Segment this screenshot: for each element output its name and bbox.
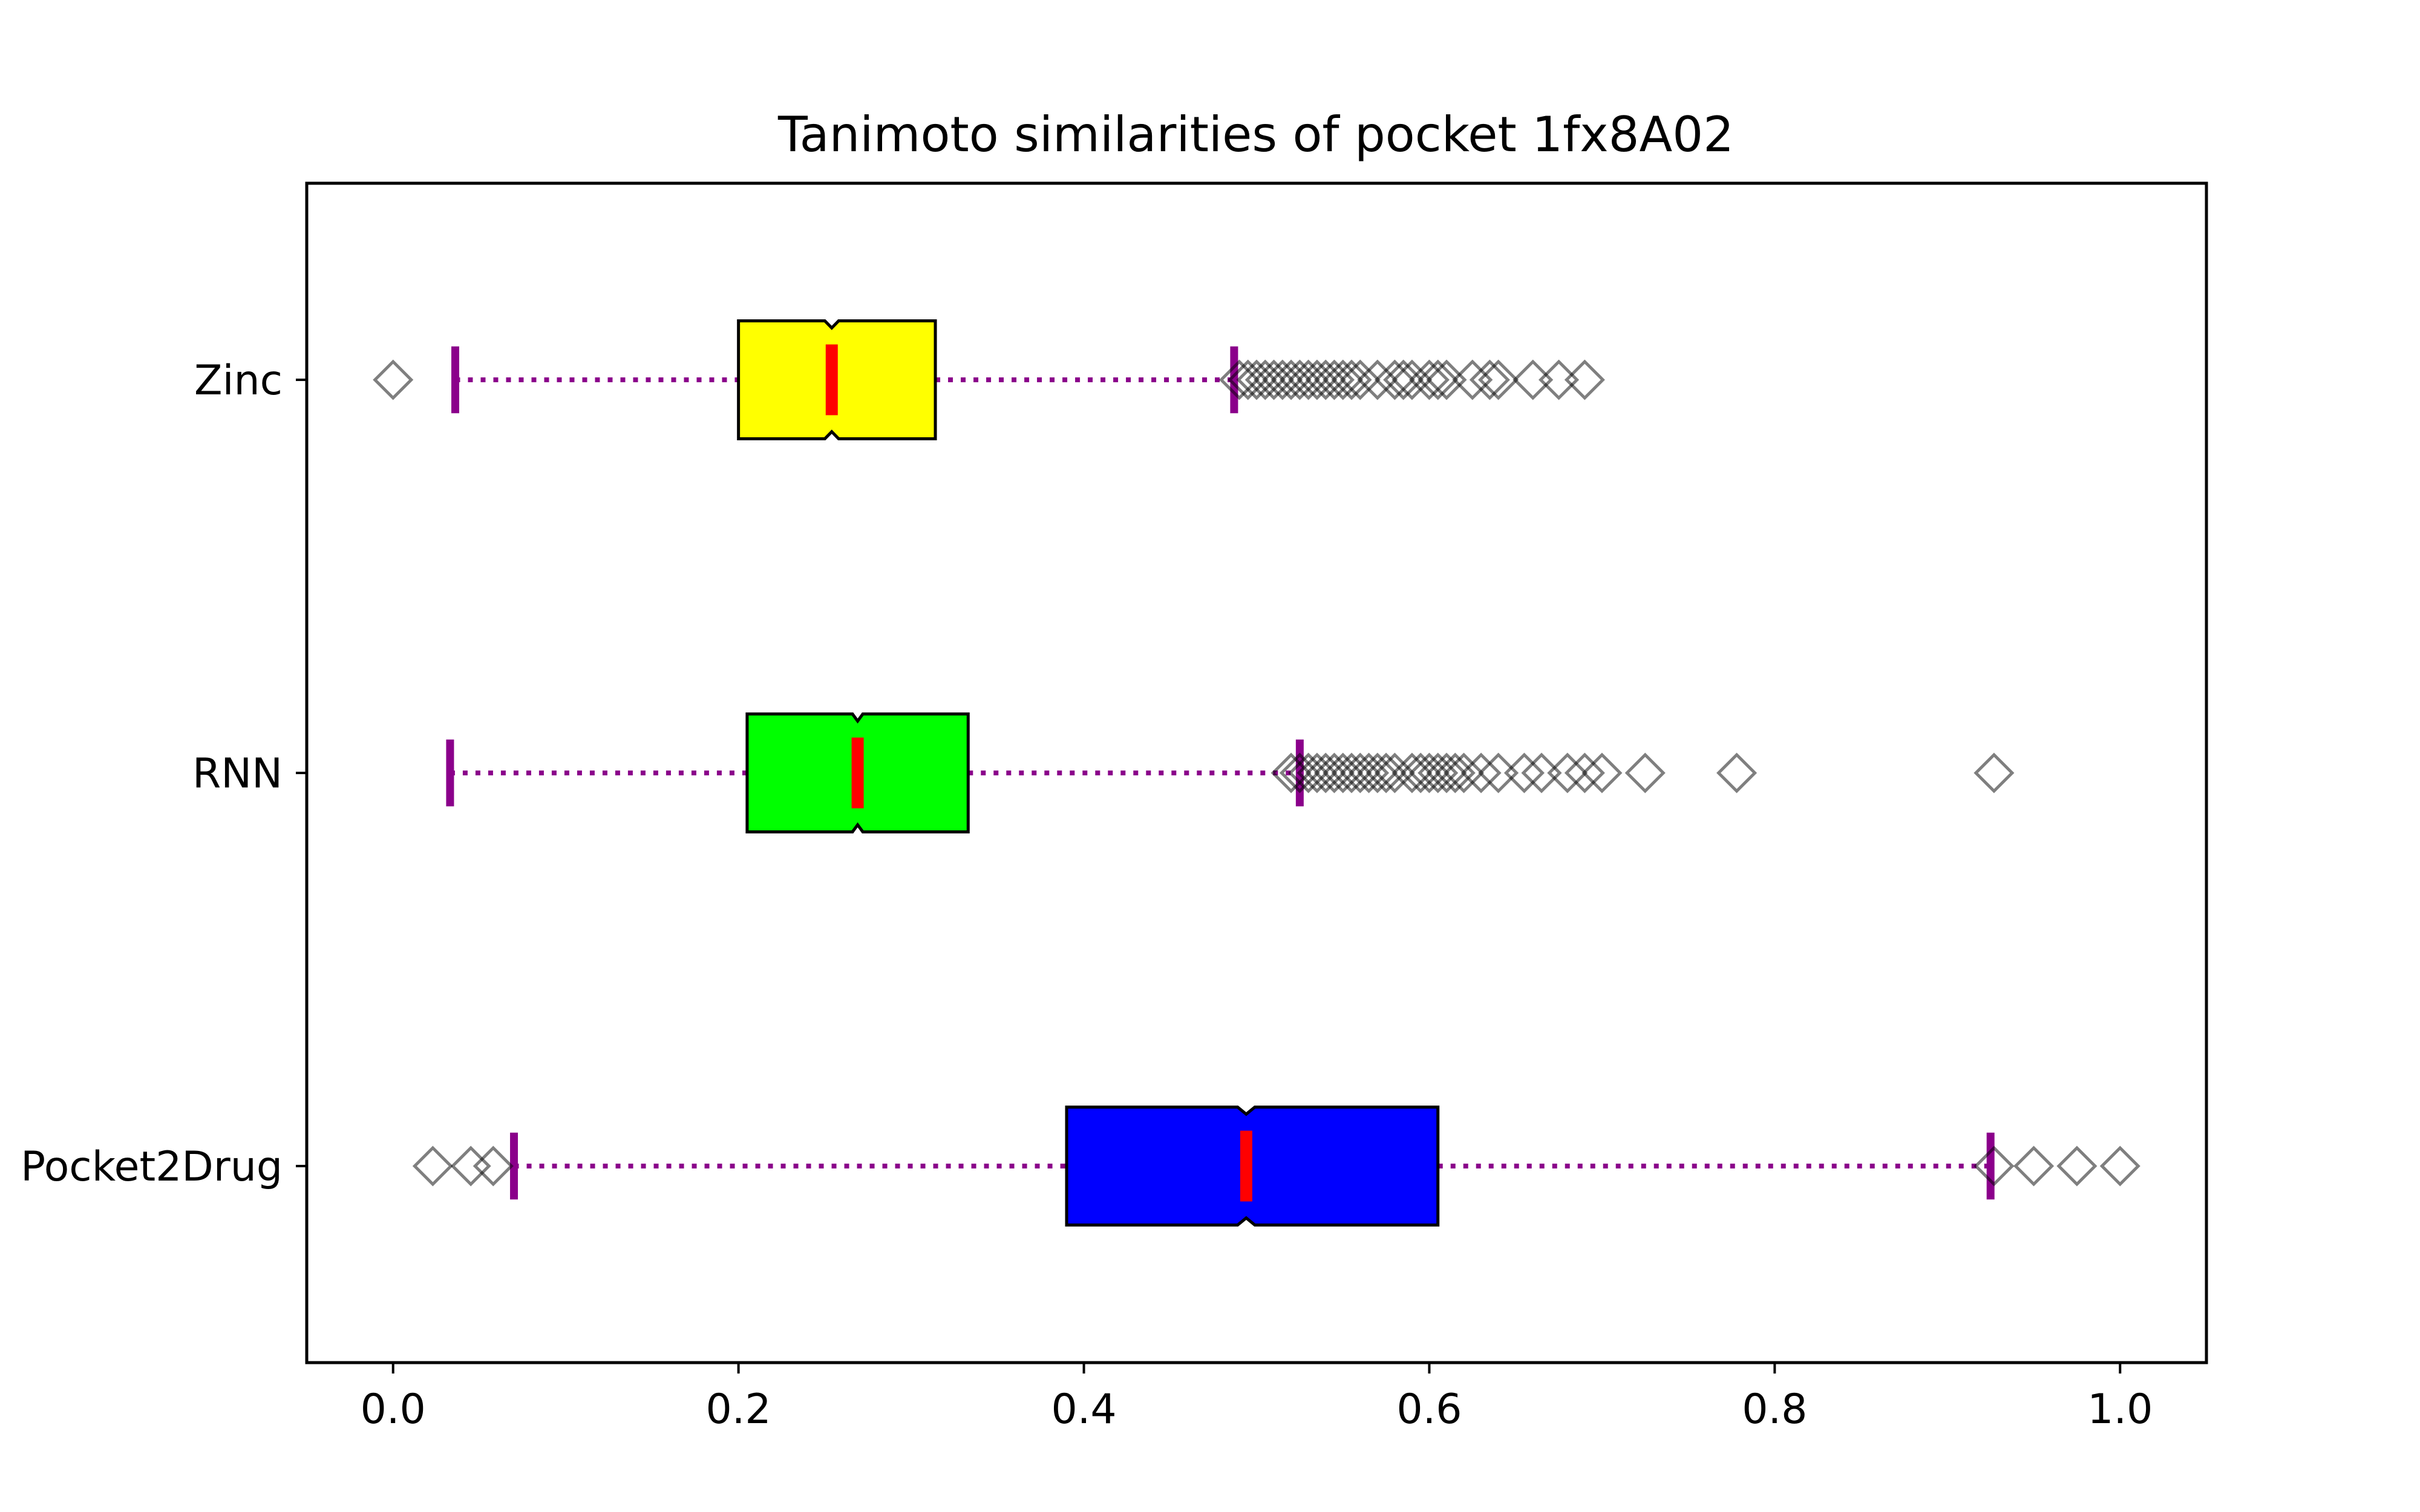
outlier-point <box>1974 1145 2015 1187</box>
series-pocket2drug <box>412 1106 2140 1227</box>
y-axis: Zinc RNN Pocket2Drug <box>21 357 307 1191</box>
series-rnn <box>446 712 2015 833</box>
y-tick-label-pocket2drug: Pocket2Drug <box>21 1143 283 1191</box>
x-tick-label: 0.6 <box>1396 1386 1462 1433</box>
outlier-point <box>1539 359 1580 400</box>
outlier-point <box>1716 752 1758 793</box>
outlier-point <box>1512 359 1554 400</box>
chart-title: Tanimoto similarities of pocket 1fx8A02 <box>777 106 1734 163</box>
outlier-point <box>1564 752 1605 793</box>
outlier-point <box>1547 752 1588 793</box>
outlier-point <box>1478 359 1519 400</box>
outlier-point <box>1357 752 1398 793</box>
outlier-point <box>1581 752 1623 793</box>
outlier-point <box>1339 359 1381 400</box>
x-axis: 0.0 0.2 0.4 0.6 0.8 1.0 <box>361 1363 2153 1433</box>
outlier-point <box>1624 752 1666 793</box>
plot-marks <box>373 319 2140 1227</box>
x-tick-label: 0.2 <box>706 1386 771 1433</box>
x-tick-label: 0.4 <box>1051 1386 1116 1433</box>
outlier-point <box>1418 359 1459 400</box>
x-tick-label: 1.0 <box>2087 1386 2153 1433</box>
outlier-point <box>1503 752 1545 793</box>
outlier-point <box>2056 1145 2098 1187</box>
y-tick-label-rnn: RNN <box>192 750 283 798</box>
outlier-point <box>2099 1145 2140 1187</box>
outlier-point <box>1426 752 1467 793</box>
series-zinc <box>373 319 1605 440</box>
outlier-point <box>473 1145 514 1187</box>
x-tick-label: 0.0 <box>361 1386 426 1433</box>
outlier-point <box>1374 359 1415 400</box>
outlier-point <box>1323 359 1364 400</box>
outlier-point <box>450 1145 491 1187</box>
outlier-point <box>412 1145 453 1187</box>
outlier-point <box>1469 359 1510 400</box>
outlier-point <box>1444 752 1485 793</box>
y-tick-label-zinc: Zinc <box>194 357 283 405</box>
x-tick-label: 0.8 <box>1742 1386 1807 1433</box>
outlier-point <box>2013 1145 2055 1187</box>
outlier-point <box>1408 359 1450 400</box>
outlier-point <box>1460 752 1502 793</box>
outlier-point <box>1564 359 1605 400</box>
outlier-point <box>1974 752 2015 793</box>
outlier-point <box>373 359 414 400</box>
